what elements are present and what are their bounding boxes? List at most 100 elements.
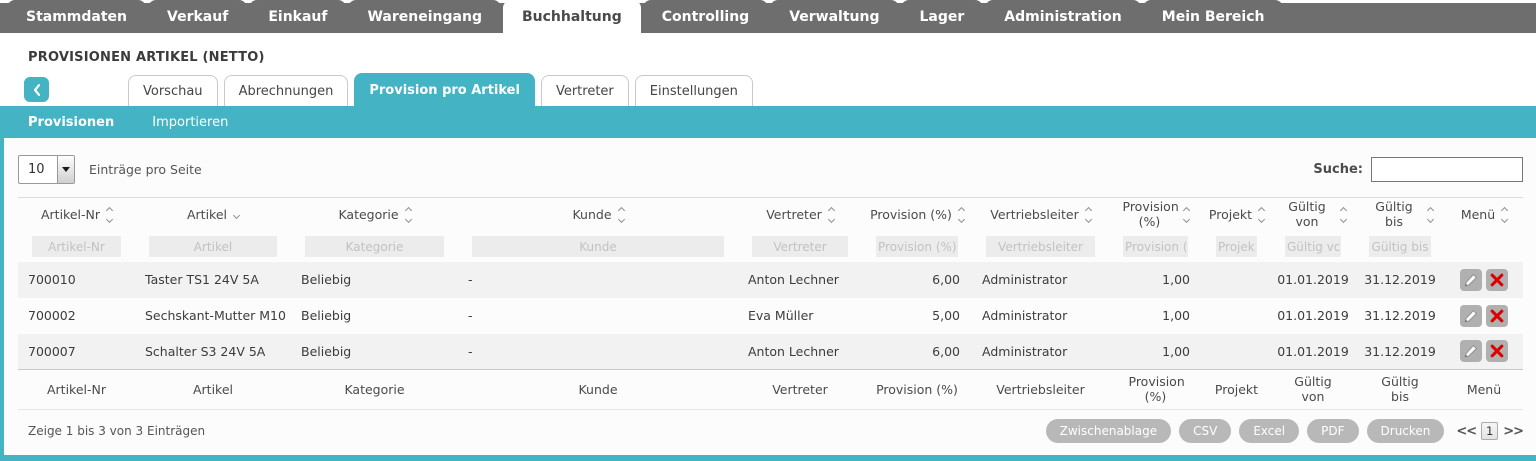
export-zwischenablage-button[interactable]: Zwischenablage: [1045, 419, 1172, 443]
column-header-kunde[interactable]: Kunde: [458, 198, 738, 232]
column-label: Artikel-Nr: [46, 381, 107, 397]
column-label: Provision (%): [1128, 374, 1185, 404]
edit-row-button[interactable]: [1460, 340, 1482, 363]
export-csv-button[interactable]: CSV: [1179, 419, 1232, 443]
column-label: Vertriebsleiter: [990, 206, 1079, 222]
filter-input-artikel[interactable]: [149, 236, 277, 258]
cell-kunde: -: [468, 343, 473, 359]
cell-projekt: [1202, 298, 1271, 334]
filter-input-gueltig_von[interactable]: [1285, 236, 1341, 258]
nav-item-verwaltung[interactable]: Verwaltung: [770, 0, 899, 33]
tab-einstellungen[interactable]: Einstellungen: [634, 75, 753, 106]
filter-input-artikel_nr[interactable]: [32, 236, 121, 258]
column-header-kategorie[interactable]: Kategorie: [291, 198, 458, 232]
edit-row-button[interactable]: [1460, 268, 1482, 291]
page-size-select[interactable]: 10: [18, 155, 75, 184]
search-input[interactable]: [1371, 157, 1523, 182]
subnav-item-importieren[interactable]: Importieren: [152, 114, 229, 130]
nav-item-mein-bereich[interactable]: Mein Bereich: [1142, 0, 1284, 33]
column-label: Artikel: [192, 381, 234, 397]
tab-vorschau[interactable]: Vorschau: [128, 75, 218, 106]
cell-provision_vertriebsleiter: 1,00: [1162, 272, 1190, 287]
nav-item-controlling[interactable]: Controlling: [642, 0, 769, 33]
export-drucken-button[interactable]: Drucken: [1366, 419, 1445, 443]
filter-input-vertreter[interactable]: [752, 236, 848, 258]
pagination-page-button[interactable]: 1: [1481, 422, 1499, 440]
column-header-menu[interactable]: Menü: [1445, 198, 1523, 232]
delete-row-button[interactable]: [1486, 304, 1508, 327]
top-navigation-items: Stammdaten Verkauf Einkauf Wareneingang Buch…: [0, 0, 1536, 33]
cell-vertreter: Eva Müller: [748, 308, 814, 323]
cell-vertriebsleiter: Administrator: [982, 272, 1068, 287]
sort-icon: [1426, 207, 1435, 224]
column-label: Artikel: [186, 206, 228, 222]
nav-item-lager[interactable]: Lager: [900, 0, 984, 33]
column-header-artikel[interactable]: Artikel: [135, 198, 291, 232]
filter-input-kunde[interactable]: [472, 236, 724, 258]
column-label: Vertreter: [766, 206, 822, 222]
column-header-provision_vertreter[interactable]: Provision (%): [862, 198, 972, 232]
row-actions: [1446, 304, 1522, 327]
column-header-projekt[interactable]: Projekt: [1202, 198, 1271, 232]
tab-vertreter[interactable]: Vertreter: [540, 75, 629, 106]
filter-input-gueltig_bis[interactable]: [1369, 236, 1431, 258]
x-icon: [1490, 273, 1504, 287]
column-header-vertriebsleiter[interactable]: Vertriebsleiter: [972, 198, 1109, 232]
sort-icon: [1258, 207, 1266, 224]
cell-gueltig_bis: 31.12.2019: [1364, 308, 1436, 323]
column-header-gueltig_von[interactable]: Gültig von: [1271, 198, 1355, 232]
page-title: PROVISIONEN ARTIKEL (NETTO): [28, 50, 265, 65]
export-excel-button[interactable]: Excel: [1239, 419, 1300, 443]
nav-item-administration[interactable]: Administration: [985, 0, 1141, 33]
nav-item-einkauf[interactable]: Einkauf: [249, 0, 347, 33]
filter-cell-vertreter: [738, 232, 862, 262]
cell-menu: [1445, 334, 1523, 370]
nav-item-buchhaltung[interactable]: Buchhaltung: [502, 0, 641, 33]
column-label: Kategorie: [344, 381, 405, 397]
filter-input-projekt[interactable]: [1216, 236, 1257, 258]
column-header-provision_vertriebsleiter[interactable]: Provision (%): [1109, 198, 1202, 232]
sort-icon: [1339, 207, 1348, 224]
filter-input-provision_vertriebsleiter[interactable]: [1123, 236, 1188, 258]
sort-icon: [827, 207, 835, 224]
column-header-artikel_nr[interactable]: Artikel-Nr: [18, 198, 135, 232]
nav-item-verkauf[interactable]: Verkauf: [148, 0, 248, 33]
tab-provision-pro-artikel[interactable]: Provision pro Artikel: [354, 73, 535, 106]
filter-input-kategorie[interactable]: [305, 236, 444, 258]
delete-row-button[interactable]: [1486, 268, 1508, 291]
top-navigation: Stammdaten Verkauf Einkauf Wareneingang Buch…: [0, 0, 1536, 33]
filter-input-provision_vertreter[interactable]: [876, 236, 958, 258]
pagination-next-button[interactable]: >>: [1503, 423, 1524, 439]
subnav-item-provisionen[interactable]: Provisionen: [28, 114, 115, 130]
nav-item-wareneingang[interactable]: Wareneingang: [348, 0, 501, 33]
page-size-value: 10: [28, 162, 45, 177]
column-label: Gültig bis: [1381, 374, 1419, 404]
bottom-accent-bar: [0, 455, 1536, 461]
column-header-vertreter[interactable]: Vertreter: [738, 198, 862, 232]
delete-row-button[interactable]: [1486, 340, 1508, 363]
table-filter-row: [18, 232, 1523, 262]
nav-item-stammdaten[interactable]: Stammdaten: [7, 0, 147, 33]
provisions-table: Artikel-Nr Artikel Kategorie Kunde Vertreter…: [18, 197, 1523, 410]
column-label: Provision (%): [1122, 199, 1179, 229]
filter-cell-provision_vertreter: [862, 232, 972, 262]
cell-menu: [1445, 298, 1523, 334]
column-header-gueltig_bis[interactable]: Gültig bis: [1355, 198, 1445, 232]
pagination-prev-button[interactable]: <<: [1456, 423, 1477, 439]
back-button[interactable]: [24, 77, 49, 102]
footer-column-provision_vertreter: Provision (%): [862, 369, 972, 410]
table-header-row: Artikel-Nr Artikel Kategorie Kunde Vertreter…: [18, 198, 1523, 232]
column-label: Vertriebsleiter: [996, 381, 1085, 397]
cell-gueltig_von: 01.01.2019: [1277, 308, 1349, 323]
column-label: Vertreter: [772, 381, 828, 397]
cell-vertreter: Anton Lechner: [748, 272, 839, 287]
sort-icon: [1182, 207, 1190, 224]
row-actions: [1446, 340, 1522, 363]
export-pdf-button[interactable]: PDF: [1307, 419, 1359, 443]
tab-abrechnungen[interactable]: Abrechnungen: [223, 75, 349, 106]
filter-input-vertriebsleiter[interactable]: [986, 236, 1095, 258]
table-row: 700010 Taster TS1 24V 5A Beliebig - Anton Le…: [18, 261, 1523, 298]
cell-provision_vertreter: 5,00: [932, 308, 960, 323]
edit-row-button[interactable]: [1460, 304, 1482, 327]
table-footer: Zeige 1 bis 3 von 3 Einträgen Zwischenab…: [18, 410, 1524, 452]
